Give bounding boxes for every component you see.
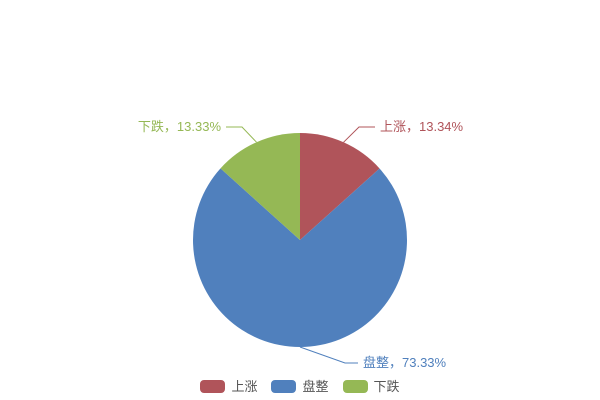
- legend-label-flat: 盘整: [302, 379, 329, 394]
- pie-slice-1[interactable]: [193, 168, 408, 348]
- legend-item-fall[interactable]: 下跌: [342, 379, 400, 394]
- legend-item-rise[interactable]: 上涨: [200, 380, 257, 393]
- legend: 上涨 盘整 下跌: [0, 380, 600, 393]
- pie-label-line-1: [299, 346, 358, 364]
- pie-slice-2[interactable]: [220, 133, 301, 240]
- pie-label-1: 盘整，73.33%: [363, 355, 447, 370]
- pie-label-line-0: [343, 126, 375, 143]
- pie-label-0: 上涨，13.34%: [380, 119, 464, 134]
- pie-slice-0[interactable]: [300, 133, 380, 240]
- legend-swatch-flat: [271, 380, 297, 393]
- legend-swatch-fall: [342, 380, 368, 393]
- legend-item-flat[interactable]: 盘整: [271, 379, 329, 394]
- legend-label-fall: 下跌: [373, 379, 400, 394]
- pie-label-2: 下跌，13.33%: [138, 119, 222, 134]
- pie-label-line-2: [226, 126, 257, 143]
- legend-label-rise: 上涨: [231, 379, 258, 394]
- legend-swatch-rise: [200, 380, 226, 393]
